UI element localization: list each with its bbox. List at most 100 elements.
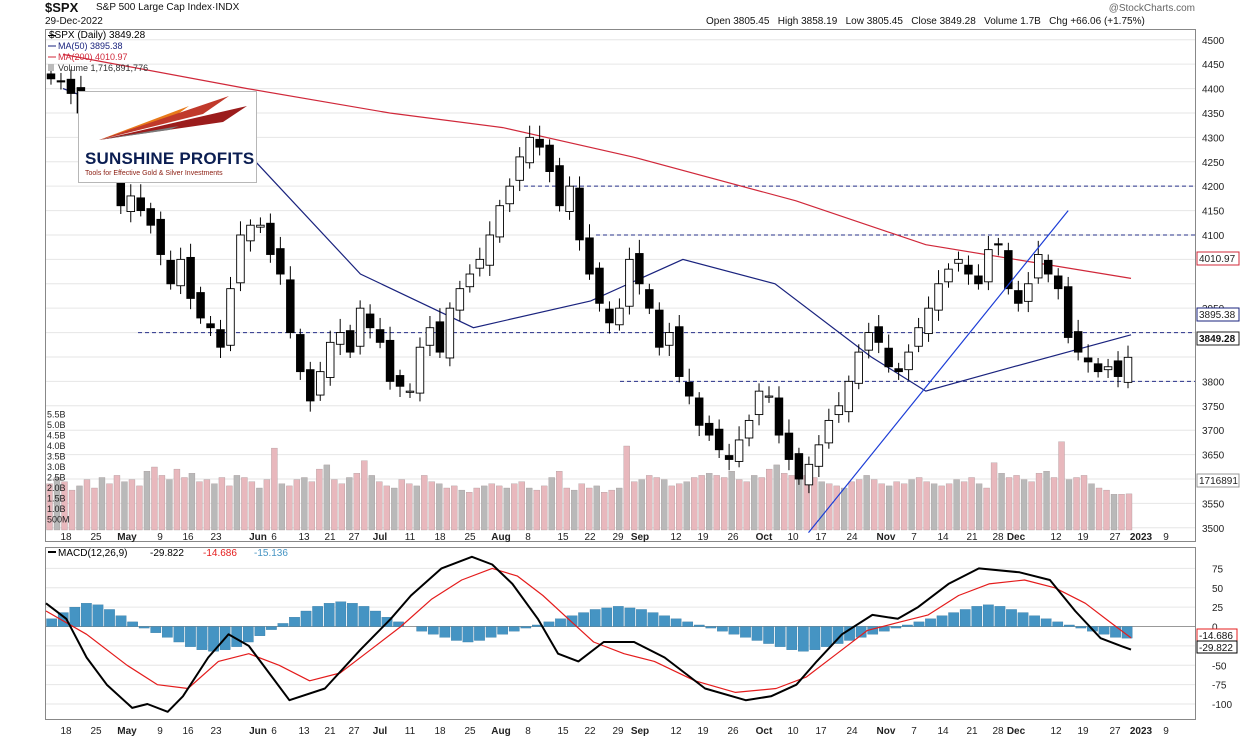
candle-body <box>555 165 564 207</box>
macd-histogram-bar <box>416 626 428 632</box>
badge-close: 3849.28 <box>1199 334 1236 345</box>
candle-body <box>655 309 664 348</box>
volume-bar <box>1020 479 1028 531</box>
badge-volume: 1716891 <box>1199 476 1238 487</box>
x-tick-label: 7 <box>911 726 917 737</box>
macd-histogram-bar <box>370 610 381 627</box>
candle-body <box>455 288 465 311</box>
candle-body <box>814 444 824 467</box>
macd-histogram-bar <box>589 609 601 627</box>
macd-histogram-bar <box>1029 615 1040 627</box>
legend-price: $SPX (Daily) 3849.28 <box>49 30 146 41</box>
volume-bar <box>571 489 578 531</box>
macd-histogram-bar <box>983 604 994 627</box>
logo-title: SUNSHINE PROFITS <box>85 149 255 168</box>
x-tick-label: 16 <box>182 726 194 737</box>
price-tick-label: 4350 <box>1202 109 1225 120</box>
x-tick-label: 28 <box>992 726 1004 737</box>
candle-body <box>505 185 514 205</box>
volume-bar <box>256 487 263 531</box>
legend-swatch-price <box>48 35 56 36</box>
x-tick-label: 21 <box>324 726 336 737</box>
volume-bar <box>773 464 780 531</box>
volume-bar <box>413 485 420 531</box>
candle-body <box>535 138 544 148</box>
high-label: High <box>777 16 799 27</box>
open-value: 3805.45 <box>733 16 770 27</box>
volume-bar <box>616 487 623 531</box>
candle-body <box>984 249 993 283</box>
candle-body <box>395 375 405 387</box>
legend-swatch-volume <box>48 64 54 71</box>
macd-histogram-bar <box>185 626 196 647</box>
macd-tick-label: -75 <box>1212 681 1227 692</box>
candle-body <box>575 187 584 241</box>
volume-bar <box>1028 481 1035 531</box>
x-tick-label: 19 <box>697 532 709 543</box>
candle-body <box>844 380 854 413</box>
candle-body <box>146 208 155 226</box>
macd-lines <box>45 555 1132 713</box>
x-tick-label: May <box>117 726 137 737</box>
volume-bar <box>908 479 915 531</box>
macd-histogram-bar <box>913 621 925 627</box>
volume-bar <box>151 466 158 531</box>
volume-bar <box>1103 489 1110 531</box>
x-tick-label: 19 <box>697 726 709 737</box>
volume-bar <box>743 481 750 531</box>
candle-body <box>236 234 245 284</box>
x-tick-label: 9 <box>157 532 163 543</box>
candle-body <box>1113 360 1123 377</box>
ma200-line <box>62 53 1132 279</box>
volume-bar <box>541 485 548 531</box>
x-tick-label: 9 <box>1163 726 1169 737</box>
candle-body <box>854 351 863 384</box>
x-tick-label: Jun <box>249 726 267 737</box>
x-tick-label: 25 <box>90 532 102 543</box>
x-tick-label: 27 <box>348 726 360 737</box>
volume-bar <box>623 445 630 531</box>
candle-body <box>934 283 943 311</box>
badge-ma50-bg <box>1196 307 1240 322</box>
macd-histogram-bar <box>1052 621 1064 627</box>
volume-bar <box>188 473 196 531</box>
volume-bar <box>556 471 563 531</box>
candle-body <box>166 259 175 285</box>
macd-legend-hist: -15.136 <box>254 548 288 559</box>
candle-body <box>306 369 315 402</box>
volume-bar <box>293 479 301 531</box>
macd-histogram-bar <box>520 626 532 629</box>
volume-bar <box>923 481 930 531</box>
x-tick-label: 26 <box>727 532 739 543</box>
x-tick-label: 18 <box>60 726 72 737</box>
x-tick-label: Oct <box>756 532 773 543</box>
volume-bar <box>511 483 518 531</box>
candle-body <box>186 256 195 299</box>
price-tick-label: 4400 <box>1202 85 1225 96</box>
macd-histogram-bar <box>474 626 485 641</box>
x-tick-label: 28 <box>992 532 1004 543</box>
macd-histogram-bar <box>254 626 266 636</box>
close-label: Close <box>911 16 937 27</box>
instrument-name-text: S&P 500 Large Cap Index <box>96 2 213 13</box>
candle-body <box>345 330 355 353</box>
candle-body <box>595 267 604 304</box>
candle-body <box>1053 275 1063 290</box>
volume-bar <box>945 483 953 531</box>
price-tick-label: 4150 <box>1202 207 1225 218</box>
macd-histogram-bar <box>92 604 104 627</box>
candle-body <box>226 288 235 346</box>
macd-histogram-bar <box>774 626 786 647</box>
candle-body <box>754 390 764 416</box>
volume-bar <box>241 477 248 531</box>
volume-bar <box>706 473 713 531</box>
candle-body <box>545 144 554 172</box>
macd-histogram-bar <box>196 626 208 650</box>
volume-bar <box>1118 494 1125 531</box>
volume-bar <box>653 477 660 531</box>
volume-bar <box>1080 475 1088 531</box>
volume-bar <box>263 479 271 531</box>
volume-bar <box>698 475 705 531</box>
volume-bar <box>840 487 848 531</box>
x-tick-label: 17 <box>815 532 827 543</box>
